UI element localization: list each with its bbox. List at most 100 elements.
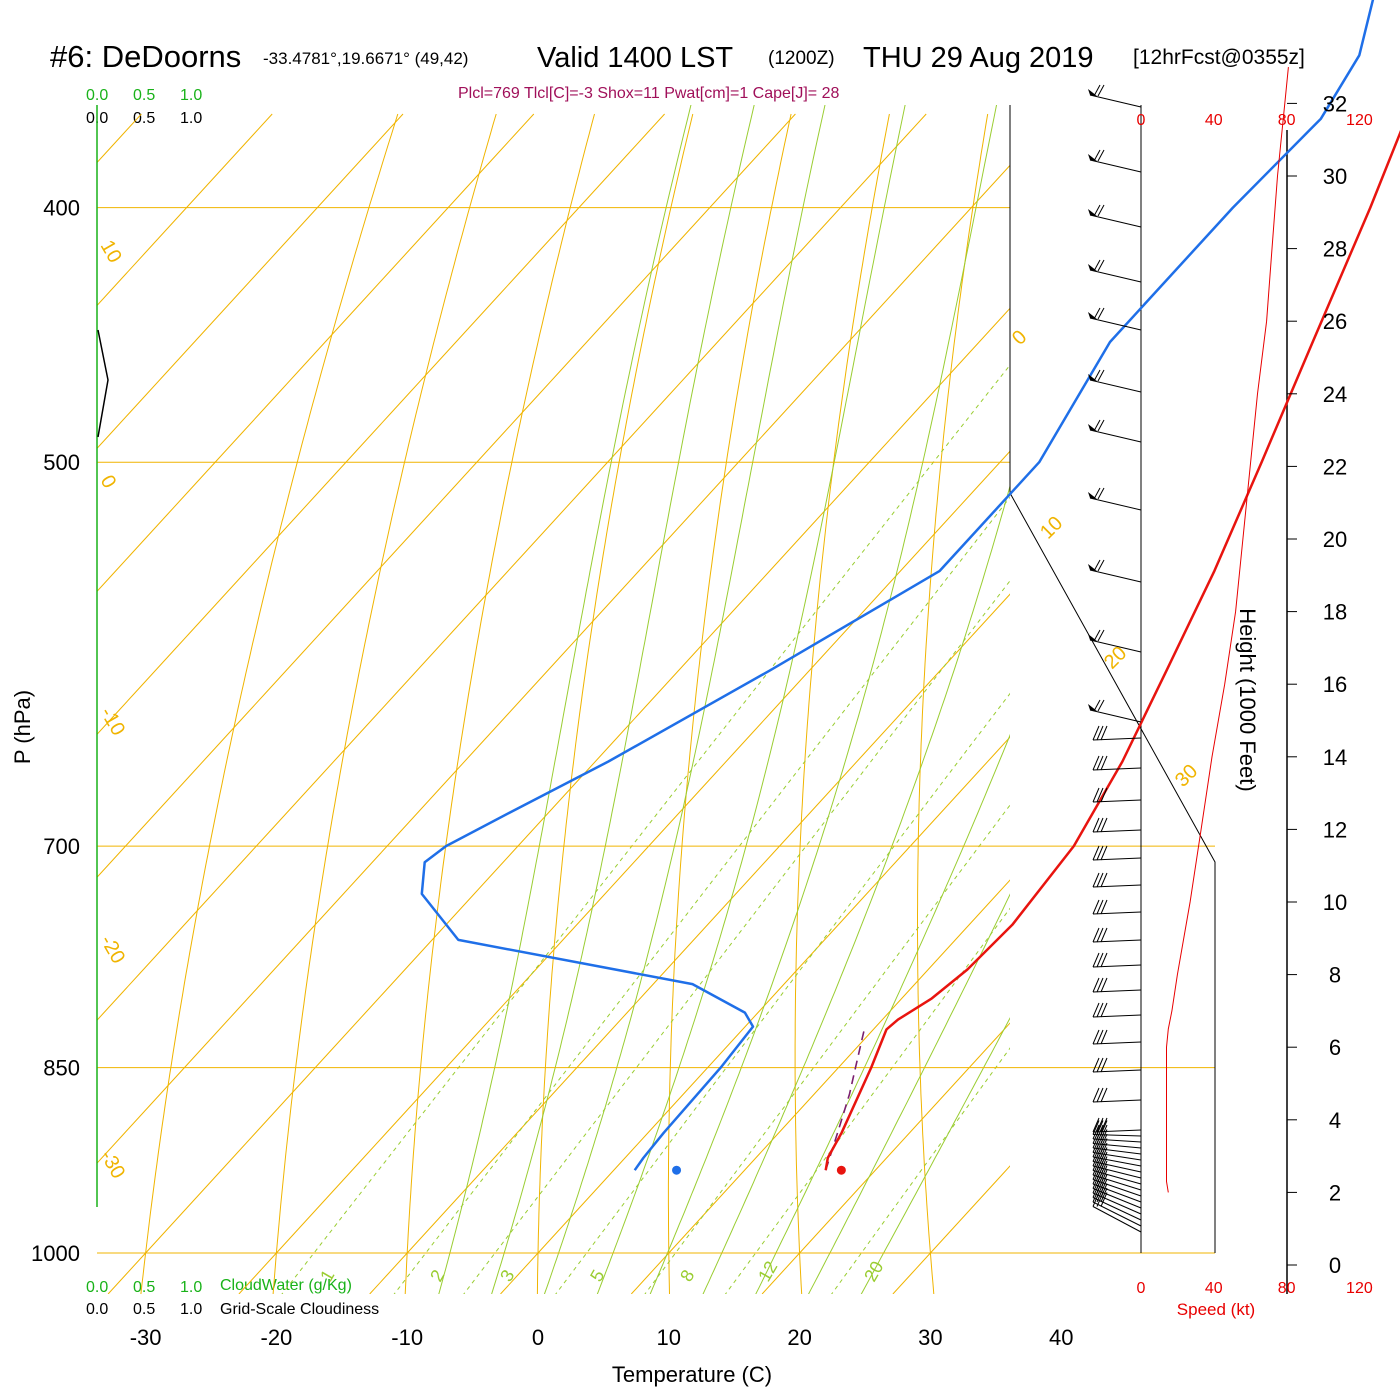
wind-barb-shaft [1092, 1138, 1142, 1143]
wind-barb-feather [1096, 755, 1104, 771]
wind-barb-shaft [1092, 1156, 1142, 1167]
dry-adiabat-line [667, 113, 792, 1294]
p-tick-label: 1000 [31, 1241, 80, 1266]
valid-date: THU 29 Aug 2019 [863, 42, 1094, 74]
wind-barb-feather [1100, 1117, 1108, 1133]
speed-tick-bottom: 80 [1278, 1280, 1296, 1297]
wind-barb-shaft [1092, 1134, 1142, 1137]
isotherm-line [238, 450, 1010, 1294]
cloudwater-tick: 0.0 [86, 87, 108, 104]
wind-barb-shaft [1092, 1174, 1142, 1191]
isotherm-line [1155, 114, 1400, 1294]
wind-barb-feather [1096, 1087, 1104, 1103]
mixing-ratio-label: 5 [586, 1266, 608, 1285]
dry-adiabat-line [1370, 114, 1400, 1294]
wind-barb-shaft [1092, 884, 1142, 888]
speed-tick-top: 120 [1346, 112, 1373, 129]
wind-barb-shaft [1092, 964, 1142, 968]
wind-barb-feather [1100, 1002, 1108, 1018]
wind-barb-feather [1100, 817, 1108, 833]
dry-adiabat-line [1262, 114, 1330, 1294]
wind-barb-feather [1093, 307, 1101, 320]
isotherm-line [97, 113, 927, 1021]
wind-barb-feather [1096, 927, 1104, 943]
cloudwater-tick: 0.5 [133, 87, 155, 104]
wind-barb-feather [1096, 1029, 1104, 1045]
x-tick-label: -10 [391, 1325, 423, 1350]
wind-barb-feather [1093, 699, 1101, 712]
x-axis-title: Temperature (C) [612, 1362, 772, 1387]
wind-barb-shaft [1092, 1179, 1142, 1197]
wind-barb-shaft [1092, 1170, 1142, 1185]
mixing-ratio-line [463, 579, 1010, 1294]
wind-barb-shaft [1092, 1041, 1142, 1045]
wind-barb-shaft [1089, 569, 1142, 583]
moist-adiabat-line [596, 105, 906, 1294]
wind-barb-shaft [1092, 1192, 1142, 1215]
x-tick-label: -30 [130, 1325, 162, 1350]
x-tick-label: 0 [532, 1325, 544, 1350]
cloudwater-label: CloudWater (g/Kg) [220, 1277, 352, 1294]
wind-barb-feather [1096, 845, 1104, 861]
wind-barb-feather [1096, 977, 1104, 993]
frame-right-edge [1009, 105, 1216, 1253]
x-tick-label: -20 [261, 1325, 293, 1350]
isotherm-value-label: 0 [1008, 326, 1031, 349]
mixing-ratio-label: 12 [754, 1258, 781, 1285]
isotherm-line [892, 1165, 1010, 1294]
wind-barb-shaft [1092, 1183, 1142, 1203]
wind-barb-feather [1096, 1002, 1104, 1018]
isotherm-line [97, 113, 535, 593]
isotherm-value-label: 10 [1036, 512, 1067, 543]
moist-adiabat-line [438, 105, 692, 1294]
wind-barb-feather [1092, 817, 1100, 833]
wind-barb-shaft [1089, 497, 1142, 511]
moist-adiabat-line [491, 105, 755, 1294]
height-tick-label: 18 [1323, 600, 1347, 625]
dry-adiabat-line [272, 113, 497, 1294]
height-tick-label: 0 [1329, 1253, 1341, 1278]
wind-barb-shaft [1092, 911, 1142, 915]
background-lines [97, 105, 1400, 1294]
mixing-ratio-line [281, 364, 1010, 1294]
speed-axis-title: Speed (kt) [1177, 1300, 1255, 1319]
wind-barb-shaft [1089, 159, 1142, 173]
axis-labels: -30-20-100102030402503004005007008501000… [31, 91, 1373, 1350]
isotherm-value-label: -30 [96, 1147, 130, 1183]
wind-barb-feather [1100, 1187, 1108, 1203]
wind-barb-feather [1096, 817, 1104, 833]
zulu-time: (1200Z) [768, 48, 835, 69]
wind-barb-feather [1100, 1142, 1108, 1158]
surface-temp-dot [836, 1165, 846, 1175]
parcel-path-line [824, 1029, 866, 1171]
isotherm-line [97, 164, 1010, 1164]
height-tick-label: 16 [1323, 672, 1347, 697]
p-tick-label: 850 [43, 1056, 80, 1081]
cloudwater-tick: 1.0 [180, 1279, 202, 1296]
isotherm-value-label: -10 [96, 704, 130, 740]
wind-barb-shaft [1092, 1201, 1142, 1227]
wind-barb-feather [1100, 1133, 1108, 1149]
mixing-ratio-label: 20 [860, 1258, 887, 1285]
wind-barb-shaft [1092, 829, 1142, 833]
wind-barb-shaft [1092, 1014, 1142, 1018]
height-tick-label: 26 [1323, 309, 1347, 334]
height-tick-label: 10 [1323, 890, 1347, 915]
p-tick-label: 400 [43, 196, 80, 221]
cloudiness-tick: 0.5 [133, 110, 155, 127]
station-coords: -33.4781°,19.6671° (49,42) [263, 49, 468, 68]
speed-tick-top: 80 [1278, 112, 1296, 129]
wind-barb-feather [1092, 845, 1100, 861]
wind-barb-feather [1100, 725, 1108, 741]
wind-barb-feather [1092, 755, 1100, 771]
y-axis-title: P (hPa) [10, 690, 35, 764]
wind-barb-feather [1092, 1002, 1100, 1018]
speed-tick-top: 0 [1137, 112, 1146, 129]
wind-barb-feather [1100, 952, 1108, 968]
height-tick-label: 12 [1323, 817, 1347, 842]
isotherm-line [1024, 114, 1400, 1294]
wind-barb-feather [1093, 84, 1101, 97]
wind-barb-shaft [1092, 1165, 1142, 1179]
wind-barb-feather [1096, 872, 1104, 888]
wind-barb-feather [1092, 977, 1100, 993]
